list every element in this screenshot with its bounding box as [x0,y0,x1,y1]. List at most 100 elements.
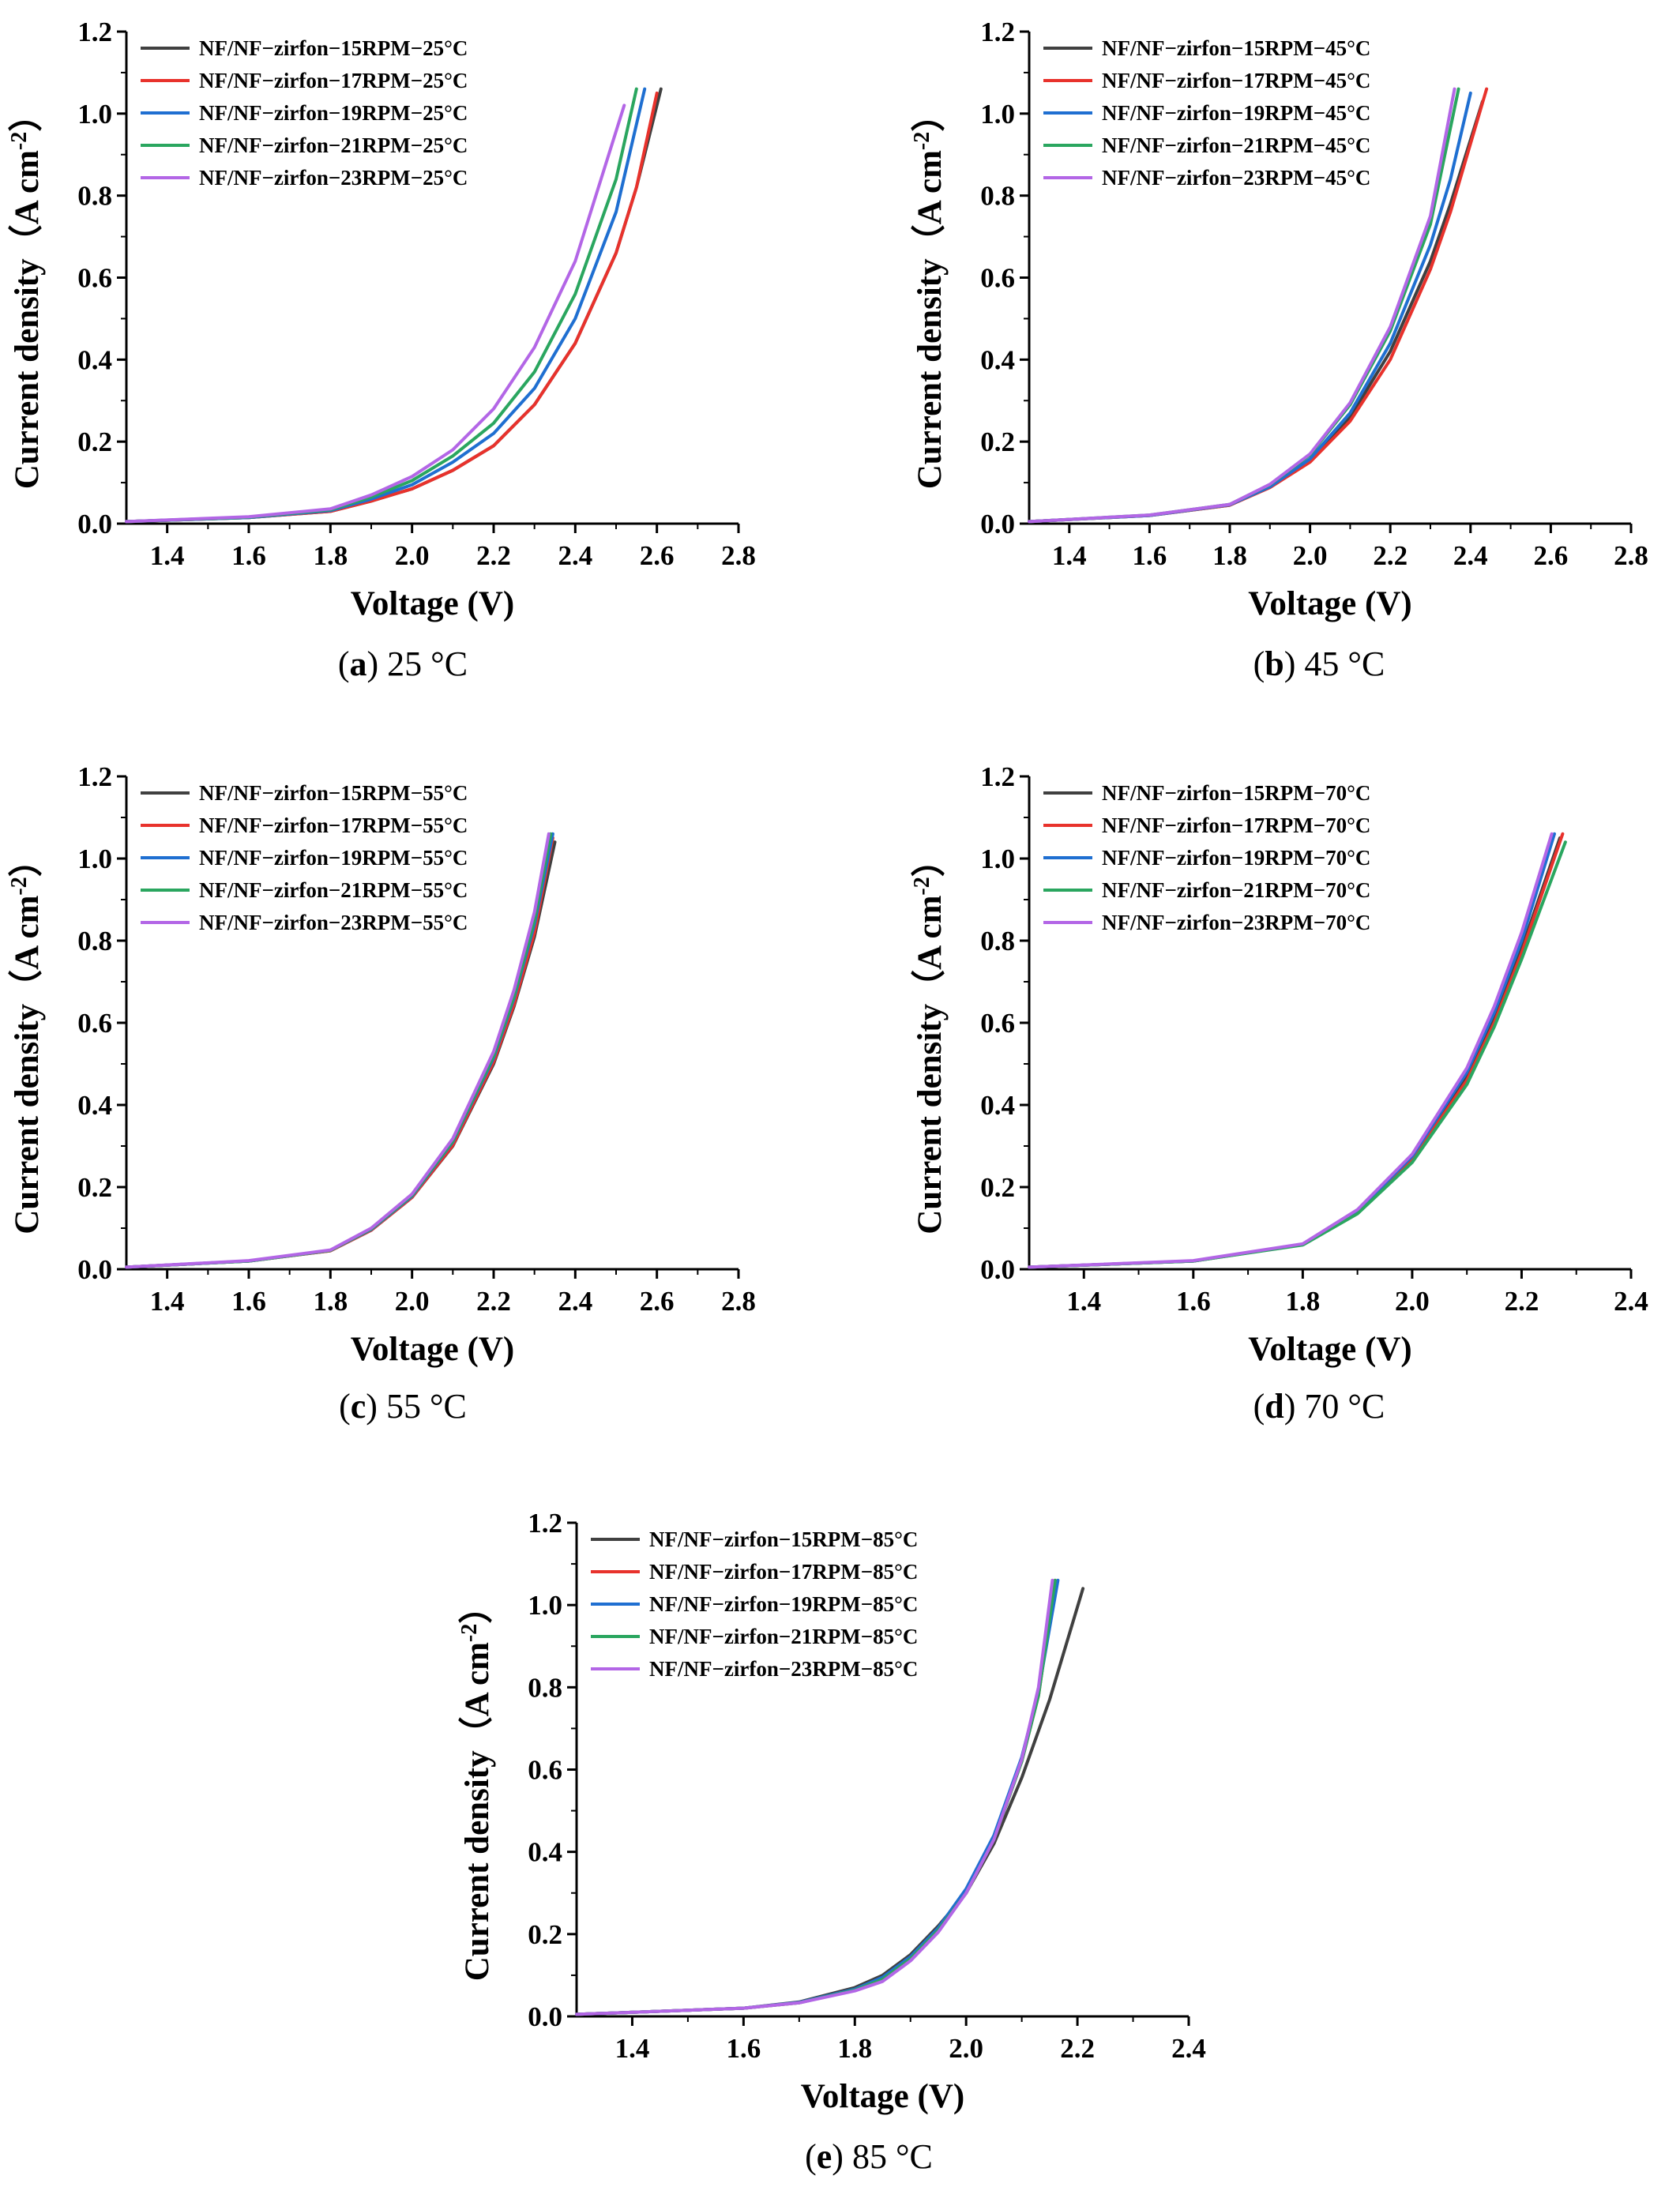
caption-paren-close: ) [367,644,379,683]
x-tick-label: 2.2 [1505,1286,1539,1317]
y-axis-label-main: Current density（A cm [911,895,949,1234]
y-axis-label: Current density（A cm-2） [910,843,949,1234]
caption-letter: a [350,644,367,683]
x-axis-label: Voltage (V) [351,585,514,622]
panel-caption: (b) 45 °C [1253,644,1385,683]
y-tick-label: 0.4 [77,344,112,375]
legend-label-17rpm: NF/NF−zirfon−17RPM−70°C [1102,814,1370,837]
y-tick-label: 0.6 [528,1755,562,1786]
y-axis-label-sup: -2 [7,132,32,150]
legend-label-23rpm: NF/NF−zirfon−23RPM−85°C [649,1657,918,1681]
y-axis-label: Current density（A cm-2） [7,98,47,490]
y-tick-label: 0.6 [980,1008,1015,1039]
caption-letter: e [817,2137,832,2176]
x-tick-label: 2.6 [1534,540,1569,571]
legend-label-23rpm: NF/NF−zirfon−23RPM−70°C [1102,911,1370,934]
x-axis-label: Voltage (V) [801,2078,964,2115]
x-axis-label: Voltage (V) [1248,585,1411,622]
y-axis-label-close: ） [8,98,46,132]
y-axis-label-main: Current density（A cm [911,150,949,489]
caption-temperature: 55 °C [378,1387,467,1426]
caption-letter: d [1265,1387,1283,1426]
y-tick-label: 0.6 [77,263,112,294]
legend-label-23rpm: NF/NF−zirfon−23RPM−55°C [199,911,468,934]
y-tick-label: 0.0 [77,509,112,539]
x-tick-label: 2.6 [640,540,675,571]
y-tick-label: 0.8 [77,926,112,956]
y-tick-label: 0.2 [980,426,1015,457]
y-tick-label: 0.8 [980,926,1015,956]
y-tick-label: 0.0 [77,1254,112,1285]
x-tick-label: 1.6 [231,540,266,571]
chart-panel-a: 1.4 1.6 1.8 2.0 2.2 2.4 2.6 2.8 0.0 0.2 0.4 0.6 0.8 1… [7,17,756,683]
caption-paren-close: ) [832,2137,844,2176]
series-line-17rpm [125,836,554,1269]
chart-panel-b: 1.4 1.6 1.8 2.0 2.2 2.4 2.6 2.8 0.0 0.2 0.4 0.6 0.8 1… [910,17,1648,683]
x-tick-label: 2.0 [1293,540,1328,571]
series-line-21rpm [1028,840,1567,1269]
caption-letter: b [1265,644,1283,683]
x-tick-label: 2.2 [476,540,511,571]
y-tick-label: 0.0 [980,1254,1015,1285]
caption-temperature: 70 °C [1295,1387,1385,1426]
panel-caption: (e) 85 °C [805,2137,933,2176]
x-tick-label: 2.4 [558,1286,592,1317]
x-tick-label: 1.4 [1066,1286,1101,1317]
x-tick-label: 1.4 [150,540,185,571]
y-axis-label-close: ） [911,843,949,877]
y-axis-label-main: Current density（A cm [8,150,46,489]
x-tick-label: 1.4 [615,2033,650,2064]
y-tick-label: 1.0 [77,844,112,874]
caption-paren-open: ( [1253,644,1265,683]
y-axis-label-sup: -2 [910,877,934,895]
series-line-23rpm [125,832,551,1269]
y-axis-label-close: ） [8,843,46,877]
x-tick-label: 1.8 [837,2033,872,2064]
y-tick-label: 0.0 [980,509,1015,539]
y-tick-label: 1.2 [77,17,112,47]
y-axis-label: Current density（A cm-2） [7,843,47,1234]
caption-paren-close: ) [366,1387,378,1426]
x-tick-label: 2.8 [721,1286,756,1317]
panel-caption: (d) 70 °C [1253,1387,1385,1426]
x-tick-label: 1.8 [1285,1286,1320,1317]
x-tick-label: 2.2 [1373,540,1408,571]
y-axis-label-main: Current density（A cm [8,895,46,1234]
series-line-23rpm [1028,87,1456,524]
legend-label-19rpm: NF/NF−zirfon−19RPM−25°C [199,101,468,125]
y-tick-label: 0.4 [528,1837,562,1868]
legend-label-21rpm: NF/NF−zirfon−21RPM−85°C [649,1625,918,1648]
legend-label-19rpm: NF/NF−zirfon−19RPM−85°C [649,1592,918,1616]
series-line-23rpm [125,103,626,524]
x-tick-label: 2.0 [1395,1286,1430,1317]
x-tick-label: 2.0 [949,2033,983,2064]
y-tick-label: 1.2 [528,1508,562,1539]
y-axis-label-sup: -2 [457,1624,482,1642]
series-line-15rpm [1028,100,1484,524]
y-tick-label: 0.6 [980,263,1015,294]
x-tick-label: 2.0 [395,1286,430,1317]
panel-caption: (c) 55 °C [339,1387,467,1426]
x-axis-label: Voltage (V) [1248,1331,1411,1368]
y-tick-label: 1.0 [77,99,112,130]
legend-label-17rpm: NF/NF−zirfon−17RPM−25°C [199,69,468,92]
y-axis-label-main: Current density（A cm [458,1642,496,1981]
series-line-19rpm [1028,91,1472,524]
y-axis-label: Current density（A cm-2） [457,1590,497,1982]
x-tick-label: 2.4 [1614,1286,1648,1317]
x-tick-label: 2.2 [476,1286,511,1317]
panel-caption: (a) 25 °C [338,644,468,683]
chart-panel-c: 1.4 1.6 1.8 2.0 2.2 2.4 2.6 2.8 0.0 0.2 0.4 0.6 0.8 1… [7,761,756,1426]
x-tick-label: 1.4 [1052,540,1087,571]
y-tick-label: 1.0 [980,99,1015,130]
legend-label-17rpm: NF/NF−zirfon−17RPM−55°C [199,814,468,837]
legend-label-19rpm: NF/NF−zirfon−19RPM−70°C [1102,846,1370,870]
y-tick-label: 1.0 [528,1590,562,1621]
x-tick-label: 2.8 [721,540,756,571]
x-tick-label: 1.8 [313,540,348,571]
y-tick-label: 0.4 [980,1090,1015,1121]
caption-paren-close: ) [1284,644,1296,683]
y-tick-label: 0.4 [980,344,1015,375]
y-axis-label-sup: -2 [7,877,32,895]
